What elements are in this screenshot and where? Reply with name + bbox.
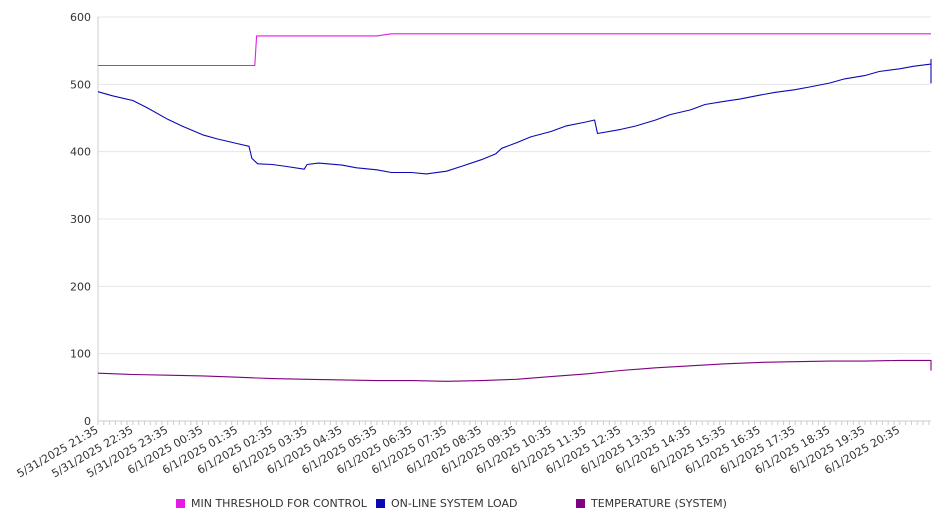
series-line-2 — [97, 359, 932, 382]
legend-swatch-temperature — [576, 499, 585, 508]
x-axis-ticks: 5/31/2025 21:355/31/2025 22:355/31/2025 … — [15, 423, 902, 480]
y-tick-label: 100 — [70, 348, 91, 361]
legend-label-system-load: ON-LINE SYSTEM LOAD — [391, 497, 518, 510]
legend-label-min-threshold: MIN THRESHOLD FOR CONTROL — [191, 497, 367, 510]
y-tick-label: 500 — [70, 78, 91, 91]
series-line-0 — [98, 33, 931, 67]
y-tick-label: 300 — [70, 213, 91, 226]
gridlines — [98, 16, 931, 355]
y-tick-label: 600 — [70, 11, 91, 24]
y-axis-ticks: 0 100 200 300 400 500 600 — [70, 11, 91, 428]
series-line-1 — [97, 58, 932, 175]
y-tick-label: 200 — [70, 280, 91, 293]
legend-item-system-load[interactable]: ON-LINE SYSTEM LOAD — [376, 497, 517, 510]
axes — [97, 17, 931, 425]
legend-swatch-min-threshold — [176, 499, 185, 508]
y-tick-label: 400 — [70, 146, 91, 159]
legend: MIN THRESHOLD FOR CONTROL ON-LINE SYSTEM… — [0, 497, 946, 515]
series-lines — [97, 33, 932, 382]
y-tick-label: 0 — [84, 415, 91, 428]
legend-item-temperature[interactable]: TEMPERATURE (SYSTEM) — [576, 497, 727, 510]
legend-swatch-system-load — [376, 499, 385, 508]
legend-item-min-threshold[interactable]: MIN THRESHOLD FOR CONTROL — [176, 497, 367, 510]
legend-label-temperature: TEMPERATURE (SYSTEM) — [591, 497, 727, 510]
